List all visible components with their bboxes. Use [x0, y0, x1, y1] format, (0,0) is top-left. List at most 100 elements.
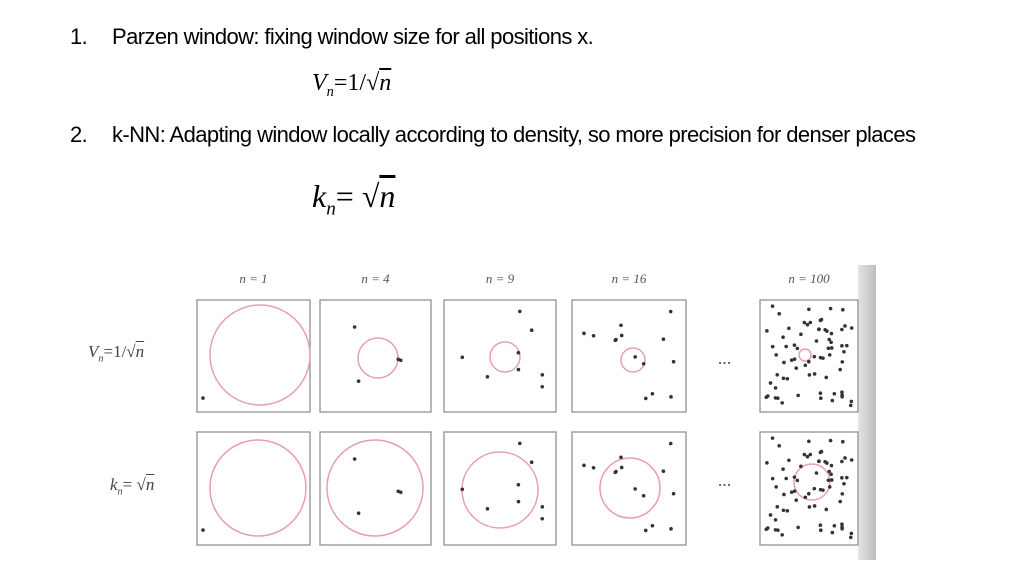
sample-point — [770, 476, 775, 481]
sample-point — [780, 401, 784, 405]
sample-point — [821, 488, 825, 492]
sample-point — [789, 358, 794, 362]
sample-point — [812, 486, 817, 491]
sample-point — [789, 490, 794, 494]
sample-point — [841, 439, 845, 444]
sample-point — [768, 381, 773, 385]
sample-point — [787, 458, 791, 463]
sample-point — [773, 386, 778, 390]
sample-point — [781, 376, 786, 381]
panel — [319, 299, 432, 413]
sample-point — [824, 375, 829, 380]
sample-point — [460, 487, 465, 492]
sample-point — [516, 499, 521, 504]
formula-rhs: =1/√ — [333, 70, 380, 96]
panel — [443, 431, 557, 546]
sample-point — [829, 472, 833, 477]
sample-point — [843, 324, 847, 328]
sample-point — [828, 438, 833, 443]
sample-point — [817, 327, 821, 331]
sample-point — [782, 492, 786, 497]
window — [798, 348, 812, 362]
sample-point — [794, 498, 799, 502]
window — [209, 439, 307, 537]
sample-point — [814, 471, 819, 475]
sample-point — [821, 356, 825, 360]
sample-point — [641, 493, 646, 498]
row-sub: n — [98, 353, 104, 365]
sample-point — [356, 379, 361, 384]
sample-point — [802, 320, 807, 325]
sample-point — [671, 491, 676, 496]
sample-point — [777, 311, 782, 316]
sample-point — [774, 353, 778, 357]
sample-point — [827, 353, 832, 357]
window — [620, 347, 646, 373]
sample-point — [848, 535, 853, 540]
sample-point — [781, 467, 785, 471]
sample-point — [619, 465, 624, 470]
column-label: n = 16 — [612, 271, 647, 286]
sample-point — [671, 359, 676, 364]
sample-point — [803, 363, 808, 368]
sample-point — [818, 528, 823, 533]
column-label: n = 9 — [486, 271, 515, 286]
row-label: kn= √n — [110, 475, 154, 497]
sample-point — [830, 398, 835, 403]
sample-point — [840, 526, 844, 531]
sample-point — [613, 470, 618, 475]
sample-point — [812, 354, 817, 359]
sample-point — [792, 357, 797, 361]
sample-point — [840, 476, 844, 480]
sample-point — [830, 530, 835, 535]
formula: Vn=1/√n — [312, 70, 391, 101]
window — [793, 463, 831, 501]
window — [209, 304, 311, 406]
row-var: V — [88, 342, 99, 361]
sample-point — [619, 323, 623, 328]
sample-point — [827, 485, 832, 489]
sample-point — [773, 518, 778, 522]
sample-point — [795, 478, 800, 483]
ellipsis: ... — [718, 348, 732, 368]
sample-point — [460, 355, 465, 360]
window — [599, 457, 661, 519]
sample-point — [643, 528, 648, 533]
sample-point — [826, 478, 831, 483]
sample-point — [838, 367, 843, 372]
sample-point — [805, 322, 810, 327]
ellipsis: ... — [718, 470, 732, 490]
sample-point — [782, 360, 786, 365]
sample-point — [819, 317, 824, 322]
sample-point — [540, 384, 545, 389]
sample-point — [540, 505, 545, 509]
sample-point — [650, 391, 655, 396]
sample-point — [352, 457, 357, 461]
sample-point — [619, 455, 623, 460]
sample-point — [845, 475, 849, 480]
sample-point — [661, 469, 666, 474]
panel — [196, 431, 311, 546]
sample-point — [398, 358, 403, 363]
sample-point — [840, 360, 845, 364]
sample-point — [669, 395, 673, 399]
sample-point — [818, 523, 823, 528]
sample-point — [817, 459, 821, 463]
sample-point — [669, 527, 673, 531]
sample-point — [774, 485, 778, 489]
sample-point — [784, 476, 788, 481]
sample-point — [840, 522, 844, 526]
row-radicand: n — [135, 342, 145, 361]
sample-point — [781, 508, 786, 513]
sample-point — [841, 307, 845, 312]
sample-point — [842, 481, 846, 486]
sample-point — [518, 441, 522, 446]
sample-point — [849, 399, 854, 404]
row-radicand: n — [145, 475, 155, 494]
column-label: n = 4 — [361, 271, 390, 286]
sample-point — [516, 350, 521, 355]
sample-point — [849, 326, 854, 330]
sample-point — [765, 461, 769, 465]
sample-point — [807, 373, 812, 377]
sample-point — [829, 478, 834, 482]
